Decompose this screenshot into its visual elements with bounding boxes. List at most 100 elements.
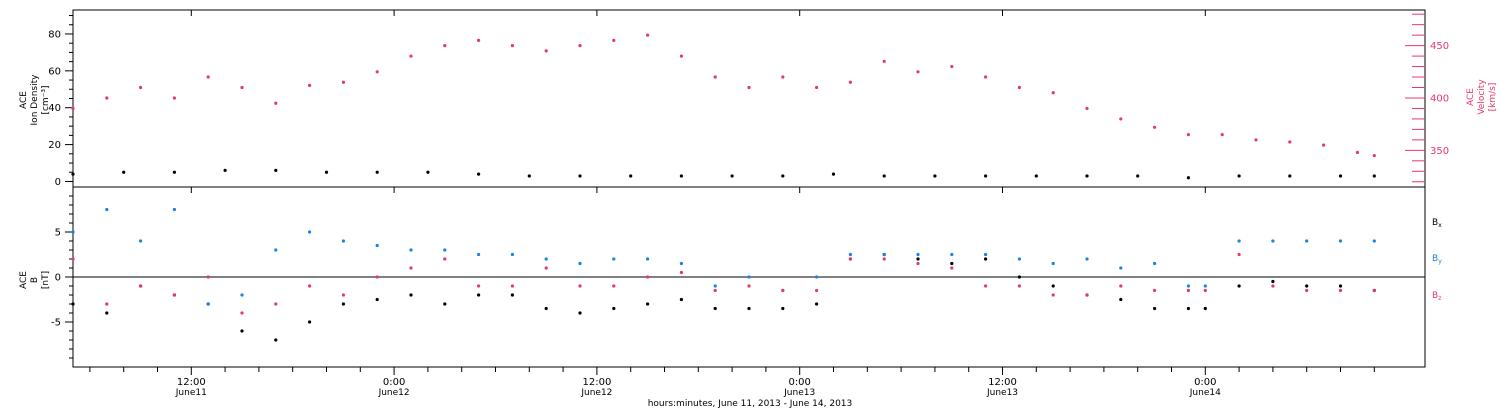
by-point — [409, 248, 413, 252]
bz-point — [815, 288, 819, 293]
by-point — [206, 302, 210, 306]
density-point — [426, 170, 430, 174]
velocity-point — [1220, 133, 1224, 137]
velocity-point — [71, 106, 75, 111]
by-point — [882, 252, 886, 257]
density-point — [122, 170, 126, 174]
bz-point — [139, 284, 143, 288]
bx-point — [713, 306, 717, 311]
bz-point — [578, 284, 582, 288]
velocity-point — [1051, 91, 1055, 95]
by-point — [1017, 257, 1022, 261]
x-tick-date: June11 — [175, 388, 207, 398]
by-point — [477, 252, 481, 257]
by-point — [105, 207, 109, 212]
legend-bx: Bx — [1432, 218, 1442, 229]
velocity-point — [1254, 138, 1258, 142]
bottom-left-tick-label: 5 — [55, 228, 61, 239]
bx-point — [105, 311, 109, 315]
by-point — [1203, 284, 1207, 288]
bx-point — [274, 338, 278, 342]
bx-point — [1186, 306, 1190, 311]
bz-point — [105, 302, 109, 306]
bz-point — [950, 266, 954, 270]
density-point — [933, 174, 937, 178]
bz-point — [544, 266, 548, 270]
bx-point — [984, 257, 988, 261]
by-point — [984, 252, 988, 257]
x-tick-time: 0:00 — [1194, 377, 1216, 388]
velocity-point — [172, 96, 176, 100]
by-point — [1271, 239, 1275, 243]
top-left-tick-label: 40 — [48, 103, 61, 114]
velocity-point — [443, 44, 447, 48]
top-left-axis-label-line3: [cm⁻³] — [41, 85, 51, 114]
legend-bz: Bz — [1432, 291, 1441, 302]
bz-point — [747, 284, 751, 288]
legend-by: By — [1432, 254, 1442, 265]
bz-point — [1051, 293, 1055, 297]
density-point — [1237, 174, 1241, 178]
density-point — [172, 170, 176, 174]
by-point — [747, 275, 751, 279]
bz-point — [375, 275, 379, 279]
density-point — [1288, 174, 1292, 178]
top-right-tick-label: 400 — [1430, 93, 1449, 104]
by-point — [308, 230, 312, 234]
velocity-point — [646, 33, 650, 37]
by-point — [1186, 284, 1190, 288]
by-point — [1085, 257, 1089, 261]
bx-point — [1153, 306, 1157, 311]
by-point — [443, 248, 447, 252]
x-tick-date: June12 — [378, 388, 410, 398]
bx-point — [1203, 306, 1207, 311]
x-tick-date: June14 — [1189, 388, 1221, 398]
top-panel-frame — [72, 9, 1426, 188]
bx-point — [1338, 284, 1343, 288]
velocity-point — [612, 38, 616, 42]
density-point — [679, 174, 684, 178]
bx-point — [1119, 297, 1123, 302]
velocity-point — [544, 49, 548, 53]
density-point — [274, 168, 278, 173]
x-axis-layer: 12:00June110:00June1212:00June120:00June… — [89, 10, 1375, 398]
top-right-tick-label: 450 — [1430, 41, 1449, 52]
bz-point — [1153, 288, 1157, 293]
density-point — [324, 170, 329, 174]
bz-point — [308, 284, 312, 288]
velocity-point — [679, 54, 684, 58]
bz-point — [1186, 288, 1190, 293]
by-point — [713, 284, 717, 288]
density-point — [71, 172, 75, 176]
bz-point — [240, 311, 244, 315]
by-point — [510, 252, 514, 257]
top-right-axis-label-line3: [km/s] — [1488, 83, 1498, 112]
bz-point — [1271, 284, 1275, 288]
top-right-axis-label-line2: Velocity — [1477, 79, 1487, 115]
velocity-point — [105, 96, 109, 100]
by-point — [172, 207, 176, 212]
density-point — [882, 174, 886, 178]
bx-point — [815, 302, 819, 306]
bx-point — [612, 306, 616, 311]
bx-point — [1017, 275, 1022, 279]
top-left-tick-label: 0 — [55, 177, 61, 188]
by-point — [815, 275, 819, 279]
density-point — [1186, 176, 1190, 180]
bz-point — [206, 275, 210, 279]
bz-point — [916, 261, 920, 266]
by-point — [1372, 239, 1376, 243]
velocity-point — [409, 54, 413, 58]
bx-point — [781, 306, 785, 311]
density-point — [1034, 174, 1038, 178]
density-point — [984, 174, 988, 178]
top-left-tick-label: 20 — [48, 140, 61, 151]
x-tick-time: 12:00 — [177, 377, 206, 388]
velocity-point — [308, 83, 312, 88]
top-left-tick-label: 80 — [48, 29, 61, 40]
density-point — [477, 172, 481, 176]
velocity-point — [139, 85, 143, 90]
bottom-left-tick-label: -5 — [51, 318, 61, 329]
bz-point — [172, 293, 176, 297]
velocity-point — [1153, 125, 1157, 129]
